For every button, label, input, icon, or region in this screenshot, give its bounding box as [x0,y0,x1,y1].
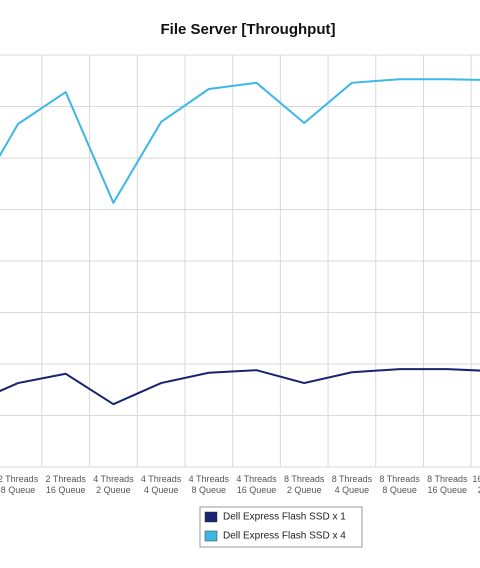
x-tick-label: 4 Threads 4 Queue [141,474,182,495]
legend [199,506,363,548]
data-line [0,368,480,406]
legend-label: Dell Express Flash SSD x 1 [223,512,346,523]
legend-swatch [204,530,218,542]
x-tick-label: 4 Threads 16 Queue [236,474,277,495]
x-tick-label: 4 Threads 8 Queue [189,474,230,495]
x-tick-label: 4 Threads 2 Queue [93,474,134,495]
x-tick-label: 8 Threads 16 Queue [427,474,468,495]
x-tick-label: 8 Threads 8 Queue [379,474,420,495]
x-tick-label: 8 Threads 4 Queue [332,474,373,495]
chart-title: File Server [Throughput] [160,21,335,38]
legend-label: Dell Express Flash SSD x 4 [223,531,346,542]
x-tick-label: 8 Threads 2 Queue [284,474,325,495]
x-tick-label: 2 Threads 8 Queue [0,474,39,495]
legend-swatch [204,511,218,523]
x-tick-label: 2 Threads 16 Queue [46,474,87,495]
data-line [0,78,480,204]
